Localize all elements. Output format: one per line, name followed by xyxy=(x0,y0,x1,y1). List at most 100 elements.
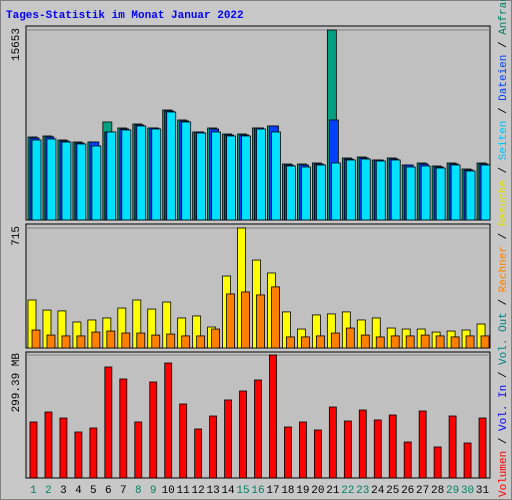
bar xyxy=(435,167,446,221)
bar xyxy=(106,131,117,221)
bar xyxy=(360,334,370,349)
bar xyxy=(209,415,218,479)
legend-separator: / xyxy=(498,226,510,246)
bar xyxy=(151,128,162,221)
chart-title: Tages-Statistik im Monat Januar 2022 xyxy=(6,10,244,22)
bar xyxy=(119,378,128,479)
bar xyxy=(76,143,87,221)
bar xyxy=(301,336,310,349)
x-tick-label: 8 xyxy=(135,485,142,497)
bar xyxy=(478,417,487,479)
bar xyxy=(388,414,397,479)
bar xyxy=(181,121,192,221)
x-tick-label: 4 xyxy=(75,485,82,497)
bar xyxy=(465,335,475,349)
legend-separator: / xyxy=(498,35,510,55)
bar xyxy=(121,129,132,221)
bar xyxy=(211,131,222,221)
bar xyxy=(420,334,430,349)
bar xyxy=(239,390,247,479)
bar xyxy=(196,335,206,349)
bar xyxy=(330,332,340,349)
legend-separator: / xyxy=(498,292,510,312)
bar xyxy=(241,135,251,221)
bar xyxy=(373,419,382,479)
bar xyxy=(465,170,476,221)
bar xyxy=(284,426,292,479)
bar xyxy=(403,441,412,479)
bar xyxy=(269,354,277,479)
bar xyxy=(271,131,281,221)
legend-item: Besuche xyxy=(498,180,510,226)
bar xyxy=(390,335,400,349)
bar xyxy=(343,420,352,479)
bar xyxy=(121,332,131,349)
bar xyxy=(241,291,250,349)
legend-item: Seiten xyxy=(498,121,510,161)
legend-item: Anfragen xyxy=(498,0,510,35)
x-tick-label: 31 xyxy=(476,485,490,497)
bar xyxy=(390,159,401,221)
bar xyxy=(345,327,355,349)
x-tick-label: 30 xyxy=(461,485,474,497)
x-tick-label: 6 xyxy=(105,485,112,497)
x-tick-label: 27 xyxy=(416,485,429,497)
bar xyxy=(134,421,143,479)
y-tick-label: 299.39 MB xyxy=(11,353,23,413)
bar xyxy=(433,446,442,479)
bar xyxy=(224,399,232,479)
legend-item: Volumen xyxy=(498,451,510,497)
bar xyxy=(136,332,146,349)
bar xyxy=(31,139,42,221)
x-tick-label: 3 xyxy=(60,485,67,497)
bar xyxy=(166,111,177,221)
bar xyxy=(61,141,72,221)
bar xyxy=(211,328,221,349)
bar xyxy=(271,286,280,349)
x-tick-label: 14 xyxy=(221,485,235,497)
x-tick-label: 21 xyxy=(326,485,340,497)
bar xyxy=(104,366,113,479)
bar xyxy=(360,158,371,221)
bar xyxy=(286,165,296,221)
bar xyxy=(76,335,86,349)
x-tick-label: 5 xyxy=(90,485,97,497)
bar xyxy=(448,415,457,479)
legend-item: Vol. In xyxy=(498,385,510,431)
bar xyxy=(136,125,147,221)
bar xyxy=(420,165,431,221)
x-tick-label: 16 xyxy=(251,485,264,497)
y-tick-label: 15653 xyxy=(11,28,23,61)
bar xyxy=(46,138,57,221)
x-tick-label: 22 xyxy=(341,485,354,497)
legend: Volumen / Vol. In / Vol. Out / Rechner /… xyxy=(498,0,510,497)
y-tick-label: 715 xyxy=(11,226,23,246)
bar xyxy=(226,293,235,349)
bar xyxy=(315,335,325,349)
x-tick-label: 25 xyxy=(386,485,399,497)
legend-separator: / xyxy=(498,365,510,385)
x-tick-label: 18 xyxy=(281,485,294,497)
x-tick-label: 13 xyxy=(206,485,219,497)
x-tick-label: 29 xyxy=(446,485,459,497)
bar xyxy=(480,335,490,349)
legend-item: Dateien xyxy=(498,55,510,101)
bar xyxy=(196,132,207,221)
bar xyxy=(59,417,68,479)
x-tick-label: 9 xyxy=(150,485,157,497)
x-tick-label: 1 xyxy=(30,485,37,497)
legend-separator: / xyxy=(498,160,510,180)
x-tick-label: 11 xyxy=(177,485,191,497)
legend-item: Vol. Out xyxy=(498,312,510,365)
bar xyxy=(345,159,356,221)
legend-separator: / xyxy=(498,101,510,121)
bar xyxy=(463,442,472,479)
bar xyxy=(91,331,101,349)
bar xyxy=(286,336,295,349)
bar xyxy=(315,164,326,221)
bar xyxy=(405,166,416,221)
bar xyxy=(149,381,158,479)
bar xyxy=(405,335,415,349)
x-tick-label: 7 xyxy=(120,485,127,497)
